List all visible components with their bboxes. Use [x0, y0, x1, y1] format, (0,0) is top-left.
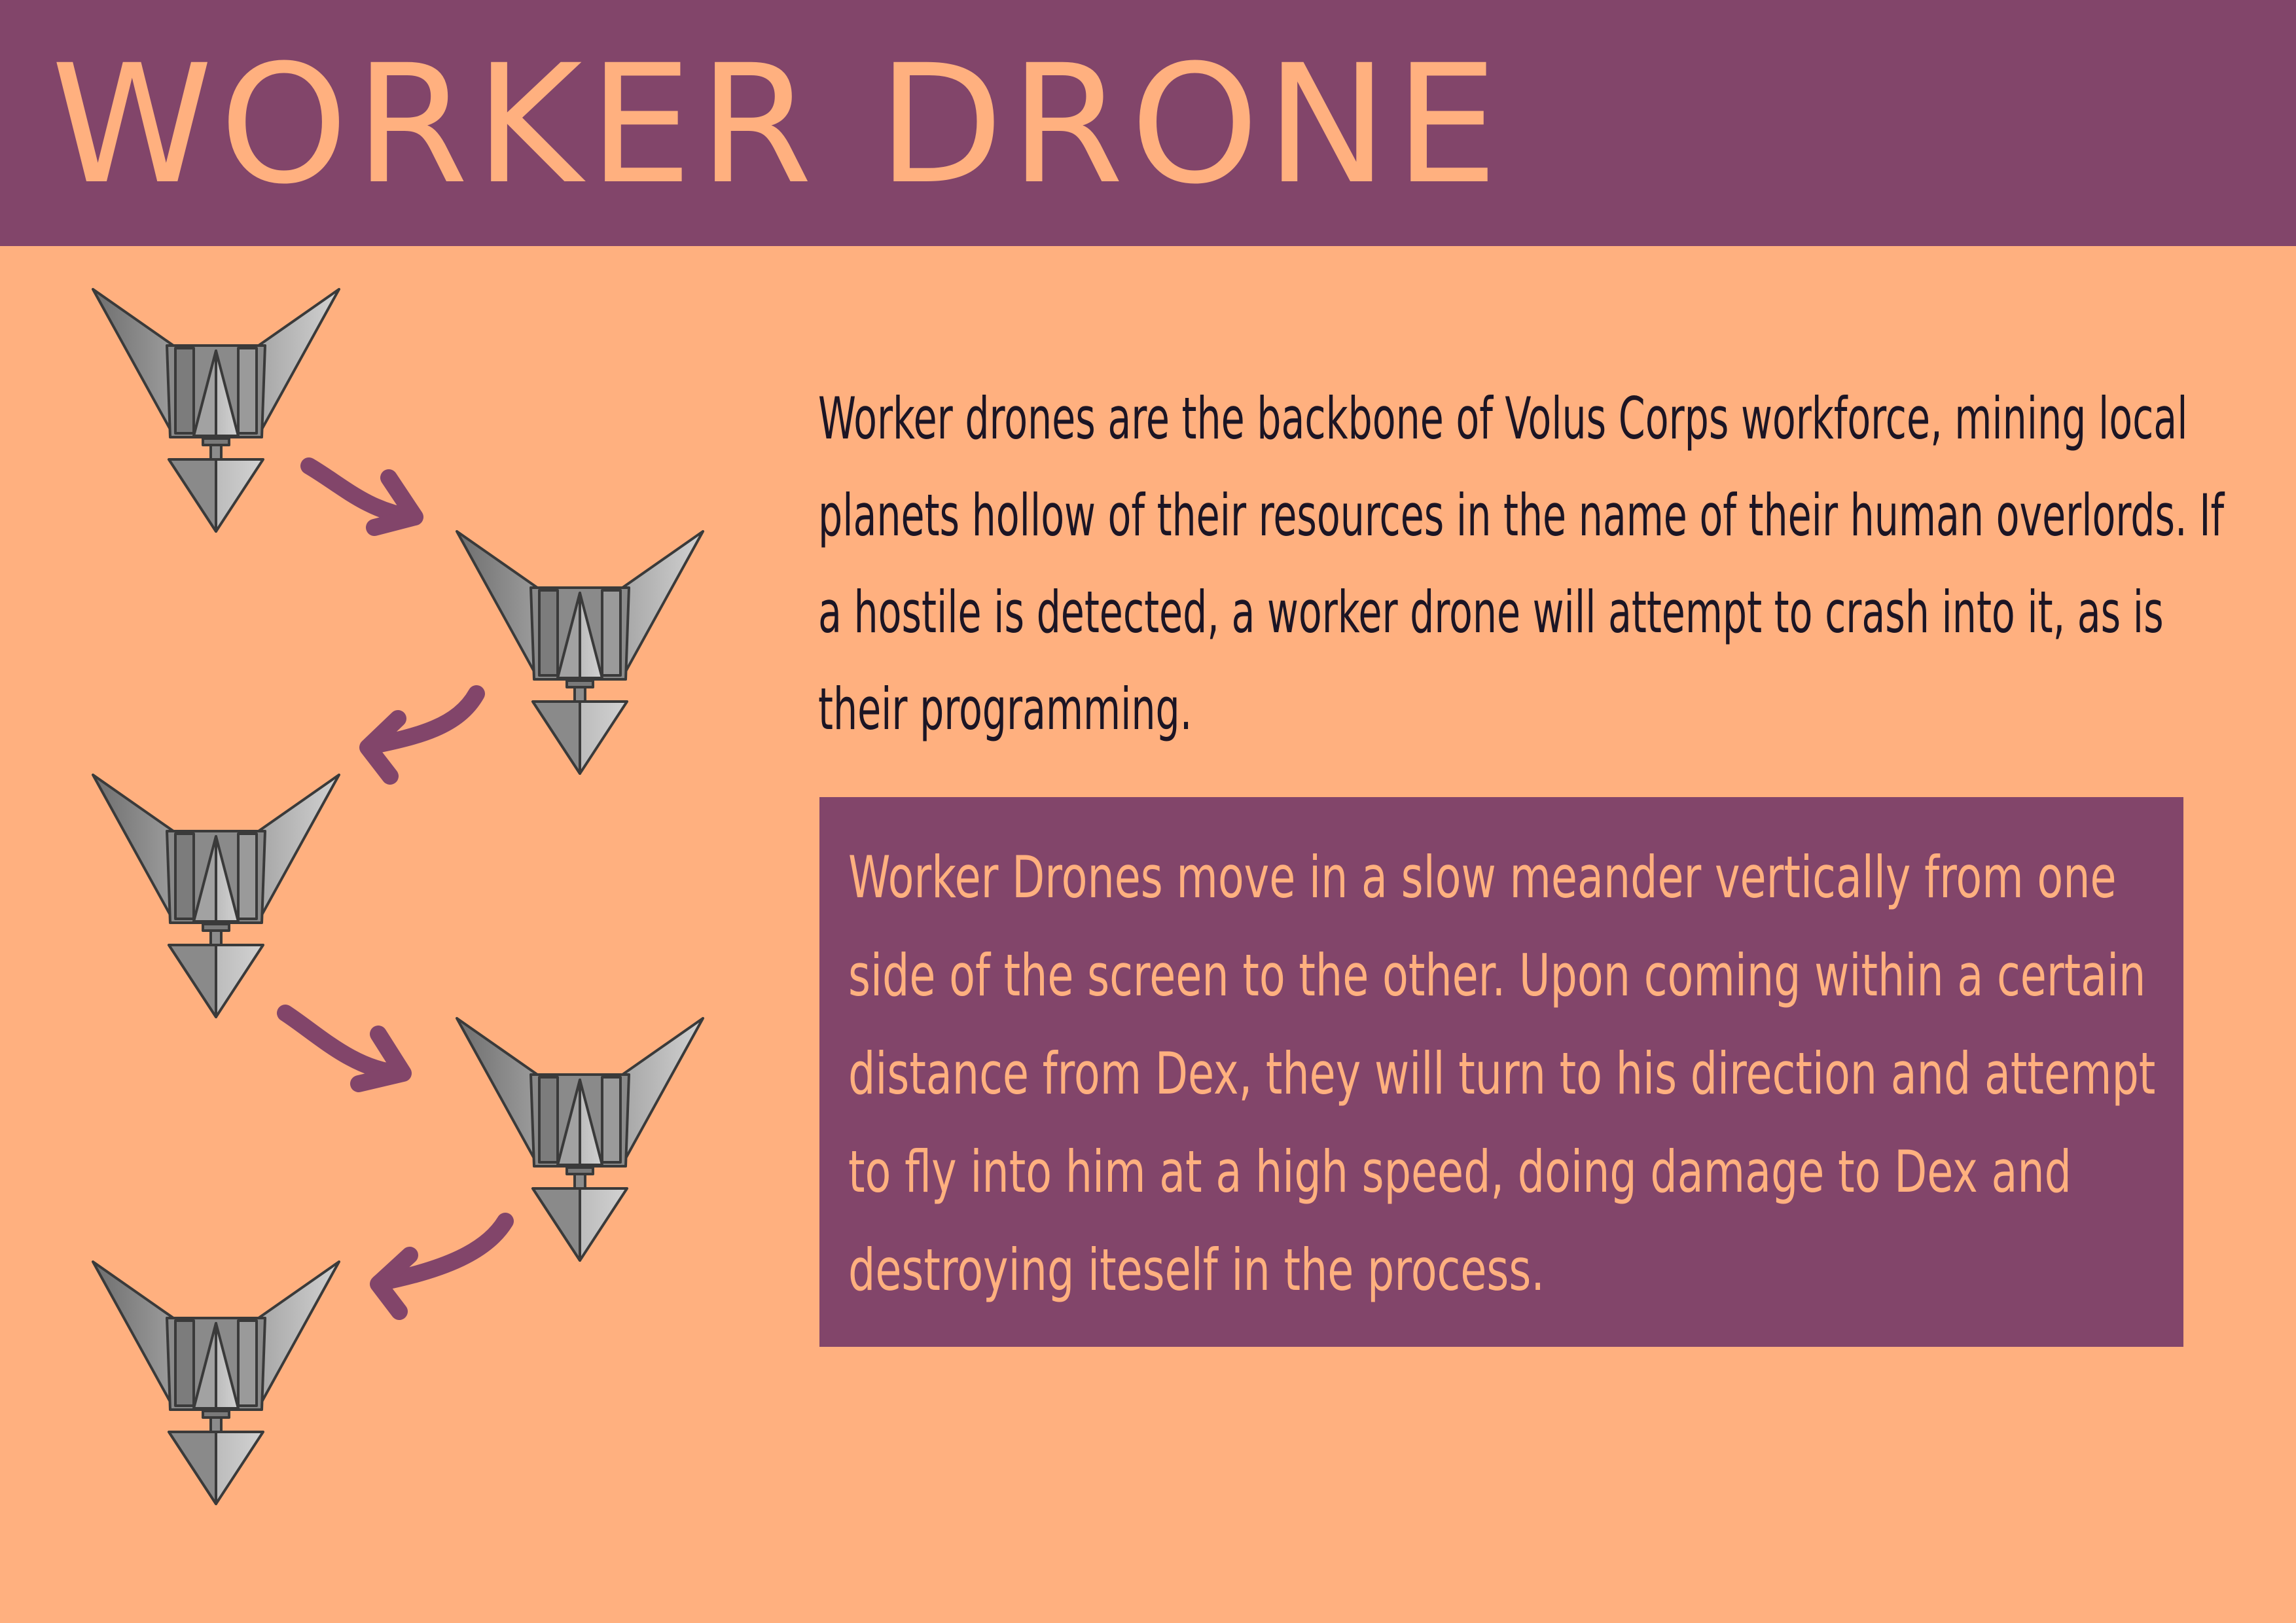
worker-drone-icon: [456, 1017, 704, 1266]
behavior-description: Worker Drones move in a slow meander ver…: [848, 844, 2156, 1304]
title-bar: WORKER DRONE: [0, 0, 2296, 246]
behavior-panel: Worker Drones move in a slow meander ver…: [819, 797, 2183, 1347]
worker-drone-icon: [456, 530, 704, 779]
worker-drone-icon: [92, 288, 340, 537]
worker-drone-icon: [92, 774, 340, 1022]
drone-description: Worker drones are the backbone of Volus …: [818, 385, 2225, 743]
worker-drone-icon: [92, 1260, 340, 1509]
page-title: WORKER DRONE: [51, 29, 1505, 220]
